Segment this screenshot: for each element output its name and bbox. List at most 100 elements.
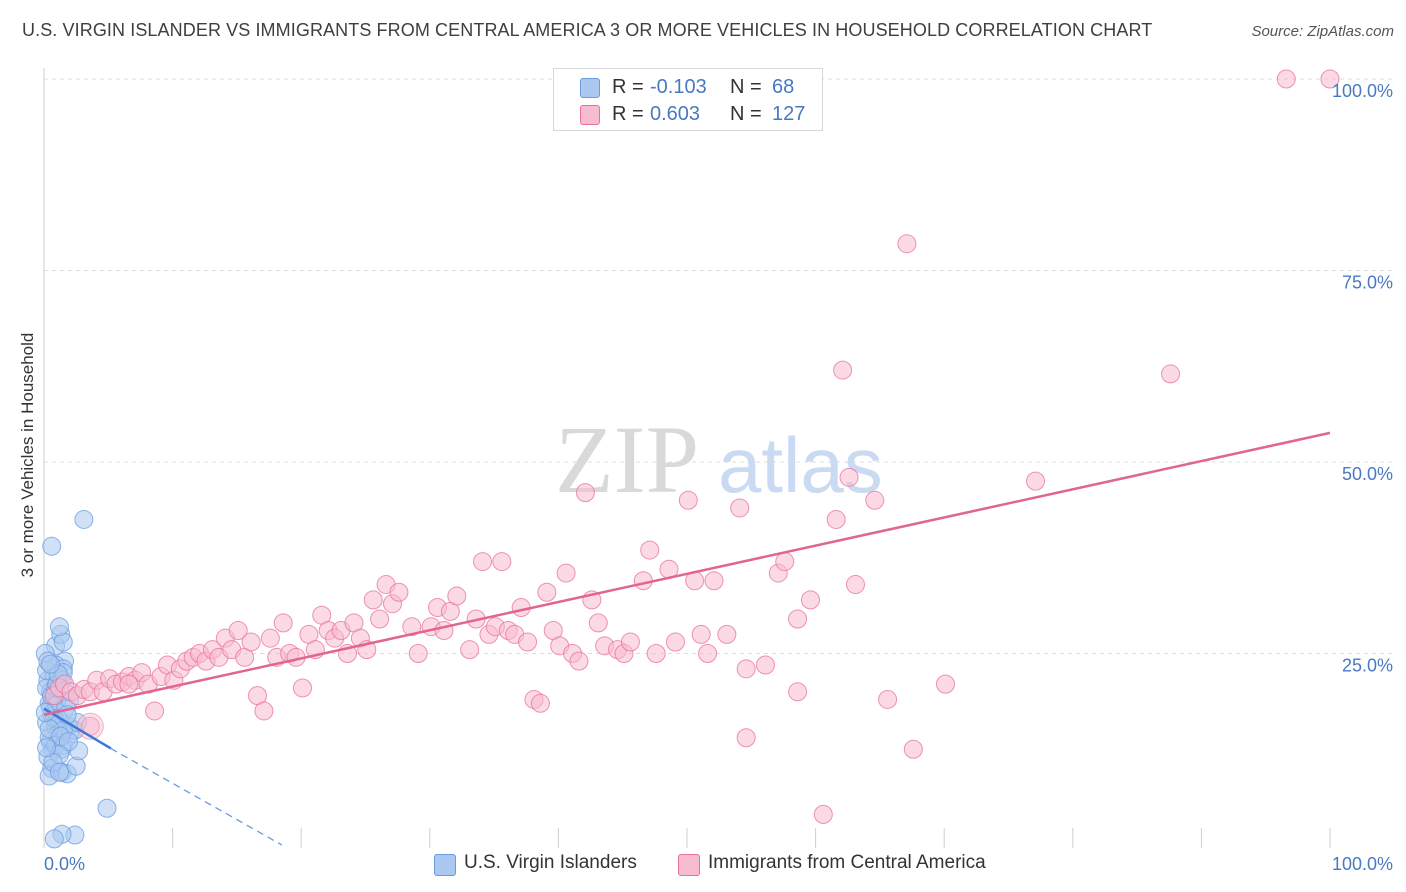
data-point — [813, 804, 833, 824]
data-point — [788, 609, 808, 629]
data-point — [620, 632, 640, 652]
y-tick-label: 25.0% — [1342, 656, 1393, 676]
data-point — [254, 701, 274, 721]
data-point — [736, 728, 756, 748]
data-point — [97, 798, 117, 818]
data-point — [460, 640, 480, 660]
data-point — [389, 582, 409, 602]
x-tick-label: 0.0% — [44, 854, 85, 874]
data-point — [363, 590, 383, 610]
data-point — [575, 483, 595, 503]
y-tick-label: 100.0% — [1332, 81, 1393, 101]
data-point — [74, 509, 94, 529]
data-point — [775, 552, 795, 572]
data-point — [865, 490, 885, 510]
chart-title: U.S. VIRGIN ISLANDER VS IMMIGRANTS FROM … — [22, 20, 1153, 40]
data-point — [845, 575, 865, 595]
source-label: Source: ZipAtlas.com — [1251, 23, 1394, 40]
data-point — [145, 701, 165, 721]
legend-swatch-pink — [580, 105, 600, 125]
data-point — [833, 360, 853, 380]
data-point — [788, 682, 808, 702]
series-central-america — [44, 69, 1340, 824]
data-point — [903, 739, 923, 759]
y-tick-label: 50.0% — [1342, 464, 1393, 484]
n-value: 68 — [772, 76, 795, 98]
data-point — [935, 674, 955, 694]
data-point — [1276, 69, 1296, 89]
data-point — [42, 536, 62, 556]
data-point — [569, 651, 589, 671]
data-point — [518, 632, 538, 652]
watermark-zip: ZIP — [555, 406, 699, 513]
n-label: N = — [730, 76, 762, 98]
data-point — [717, 624, 737, 644]
data-point — [633, 571, 653, 591]
data-point — [241, 632, 261, 652]
data-point — [434, 621, 454, 641]
data-point — [839, 467, 859, 487]
r-label: R = — [612, 76, 644, 98]
data-point — [273, 613, 293, 633]
data-point — [292, 678, 312, 698]
y-tick-label: 75.0% — [1342, 273, 1393, 293]
data-point — [800, 590, 820, 610]
n-value: 127 — [772, 103, 806, 125]
legend-swatch-pink — [678, 854, 700, 876]
data-point — [119, 674, 139, 694]
data-point — [44, 829, 64, 849]
legend-label: U.S. Virgin Islanders — [464, 852, 637, 873]
data-point — [588, 613, 608, 633]
trend-line-virgin-islanders-extension — [110, 747, 283, 846]
r-value: 0.603 — [650, 103, 701, 125]
trend-line-virgin-islanders — [43, 707, 112, 750]
series-layer — [35, 69, 1340, 849]
data-point — [826, 509, 846, 529]
data-point — [402, 617, 422, 637]
legend-swatch-blue — [434, 854, 456, 876]
data-point — [260, 628, 280, 648]
data-point — [736, 659, 756, 679]
data-point — [878, 689, 898, 709]
data-point — [897, 234, 917, 254]
legend-swatch-blue — [580, 78, 600, 98]
r-label: R = — [612, 103, 644, 125]
data-point — [1161, 364, 1181, 384]
series-legend: U.S. Virgin Islanders Immigrants from Ce… — [0, 852, 1406, 878]
legend-label: Immigrants from Central America — [708, 852, 986, 873]
data-point — [49, 617, 69, 637]
correlation-legend: R = -0.103 N = 68 R = 0.603 N = 127 — [553, 68, 823, 131]
watermark: ZIP atlas — [555, 406, 883, 513]
data-point — [704, 571, 724, 591]
data-point — [370, 609, 390, 629]
trend-line-central-america — [43, 431, 1331, 717]
data-point — [49, 762, 69, 782]
data-point — [755, 655, 775, 675]
data-point — [730, 498, 750, 518]
data-point — [691, 624, 711, 644]
data-point — [408, 644, 428, 663]
x-tick-label: 100.0% — [1332, 854, 1393, 874]
data-point — [37, 738, 57, 758]
data-point — [492, 552, 512, 572]
data-point — [640, 540, 660, 560]
watermark-atlas: atlas — [718, 421, 883, 509]
data-point — [537, 582, 557, 602]
data-point — [58, 732, 78, 752]
data-point — [447, 586, 467, 606]
data-point — [556, 563, 576, 583]
data-point — [473, 552, 493, 572]
n-label: N = — [730, 103, 762, 125]
tick-labels: 25.0% 50.0% 75.0% 100.0% 0.0% 100.0% — [44, 81, 1393, 874]
data-point — [678, 490, 698, 510]
data-point — [698, 644, 718, 663]
data-point — [1320, 69, 1340, 89]
r-value: -0.103 — [650, 76, 707, 98]
data-point — [665, 632, 685, 652]
data-point — [1026, 471, 1046, 491]
data-point — [40, 654, 60, 674]
data-point — [228, 621, 248, 641]
data-point — [530, 693, 550, 713]
legend-row-central-america: R = 0.603 N = 127 — [554, 101, 822, 128]
